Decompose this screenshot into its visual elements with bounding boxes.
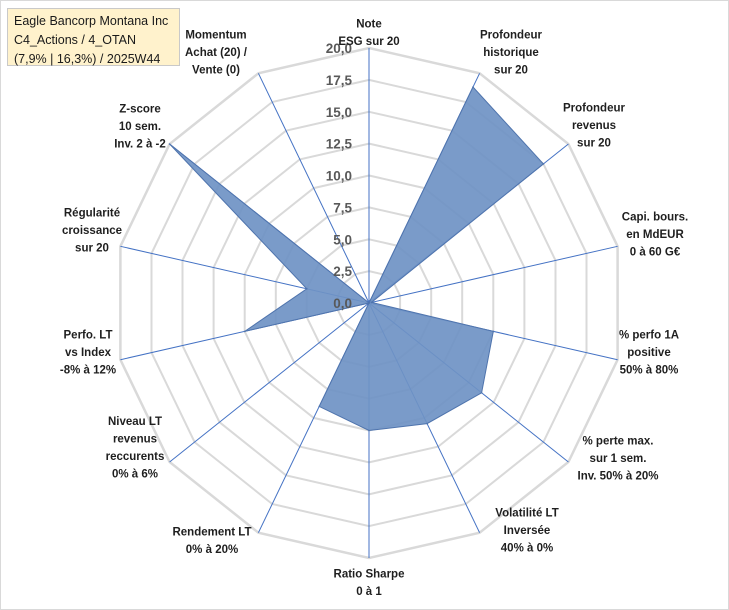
data-point	[243, 330, 246, 333]
category-label: Niveau LT revenus reccurents 0% à 6%	[106, 416, 165, 481]
tick-label: 20,0	[326, 41, 352, 56]
tick-label: 5,0	[333, 232, 352, 247]
tick-label: 7,5	[333, 200, 352, 215]
data-point	[426, 422, 428, 425]
data-point	[480, 392, 483, 394]
data-point	[492, 330, 495, 333]
data-point	[368, 302, 370, 304]
category-label: % perte max. sur 1 sem. Inv. 50% à 20%	[578, 436, 659, 483]
tick-label: 0,0	[333, 296, 352, 311]
category-label: % perfo 1A positive 50% à 80%	[619, 330, 679, 377]
axis-spoke	[368, 245, 618, 304]
category-label: Ratio Sharpe 0 à 1	[334, 568, 405, 598]
category-label: Rendement LT 0% à 20%	[172, 526, 251, 556]
data-point	[370, 301, 373, 304]
data-point	[472, 86, 474, 88]
category-label: Régularité croissance sur 20	[62, 208, 122, 255]
chart-title-stats: (7,9% | 16,3%) / 2025W44	[14, 52, 161, 66]
radar-series	[168, 86, 545, 432]
category-label: Note ESG sur 20	[338, 18, 399, 48]
tick-label: 12,5	[326, 137, 353, 152]
category-label: Perfo. LT vs Index -8% à 12%	[60, 330, 116, 377]
tick-label: 10,0	[326, 169, 352, 184]
category-label: Profondeur revenus sur 20	[563, 103, 625, 150]
series-area	[169, 86, 545, 432]
chart-title-box: Eagle Bancorp Montana Inc C4_Actions / 4…	[7, 8, 180, 66]
data-point	[368, 429, 370, 432]
axis-spoke	[257, 73, 370, 304]
category-label: Profondeur historique sur 20	[480, 30, 542, 77]
chart-title-company: Eagle Bancorp Montana Inc	[14, 14, 169, 28]
category-label: Volatilité LT Inversée 40% à 0%	[495, 508, 558, 555]
axis-spoke	[169, 302, 370, 463]
category-label: Capi. bours. en MdEUR 0 à 60 G€	[622, 212, 688, 259]
category-label: Z-score 10 sem. Inv. 2 à -2	[114, 104, 166, 151]
category-label: Momentum Achat (20) / Vente (0)	[185, 30, 248, 77]
tick-label: 17,5	[326, 73, 353, 88]
data-point	[168, 143, 171, 145]
chart-title-category: C4_Actions / 4_OTAN	[14, 33, 137, 47]
tick-label: 15,0	[326, 105, 352, 120]
radar-category-labels: Note ESG sur 20 Profondeur historique sur 20…	[60, 18, 688, 598]
data-point	[318, 405, 321, 408]
data-point	[542, 163, 545, 165]
radar-tick-labels: 0,0 2,5 5,0 7,5 10,0 12,5 15,0 17,5 20,0	[326, 41, 353, 311]
data-point	[306, 288, 308, 290]
tick-label: 2,5	[333, 264, 352, 279]
